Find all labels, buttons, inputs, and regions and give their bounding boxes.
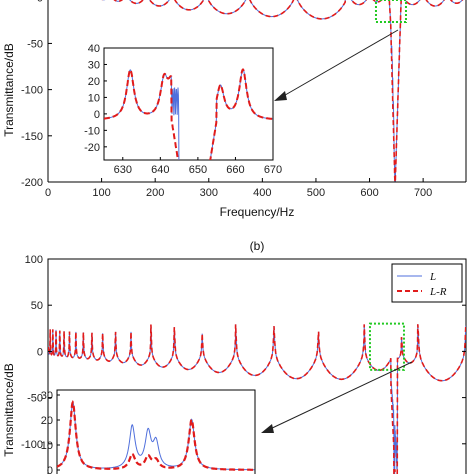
chart-a-inset-y-tick-label: -20 <box>84 142 100 154</box>
chart-b-inset-arrow <box>267 361 413 431</box>
chart-a-x-tick-label: 500 <box>307 187 325 199</box>
chart-a-y-tick-label: -50 <box>27 38 43 50</box>
chart-a-inset-y-tick-label: 10 <box>88 92 100 104</box>
chart-a-inset-x-tick-label: 640 <box>151 164 169 176</box>
chart-a-inset-frame <box>103 47 274 161</box>
chart-a-inset: 40 30 20 10 0 -10 -20 630 640 650 660 670 <box>84 43 282 176</box>
chart-b-inset-frame <box>56 389 256 474</box>
chart-a-x-tick-label: 200 <box>146 187 164 199</box>
chart-a-inset-x-tick-label: 660 <box>226 164 244 176</box>
chart-b-y-tick-label: -100 <box>21 439 43 451</box>
chart-a-x-tick-label: 0 <box>45 187 51 199</box>
chart-a-x-tick-label: 700 <box>414 187 432 199</box>
chart-a-inset-y-tick-label: 30 <box>88 59 100 71</box>
chart-a-series-lr-line <box>101 0 464 182</box>
chart-a-y-tick-label: -100 <box>21 85 43 97</box>
chart-a-inset-series-lr <box>104 68 273 160</box>
chart-a-y-ticks: -200 -150 -100 -50 0 <box>21 0 52 189</box>
chart-a-x-tick-label: 100 <box>92 187 110 199</box>
chart-b-inset-y-tick-label: 0 <box>47 465 53 474</box>
chart-b-y-tick-label: 0 <box>37 346 43 358</box>
chart-b-title: (b) <box>250 239 265 253</box>
chart-b-inset-y-tick-label: 30 <box>41 390 53 402</box>
chart-a-inset-arrowhead <box>274 91 287 101</box>
chart-a-x-axis-label: Frequency/Hz <box>220 205 295 219</box>
chart-b-inset-y-tick-label: 10 <box>41 440 53 452</box>
chart-b-legend-box <box>391 263 463 303</box>
chart-b-highlight-box <box>368 322 405 371</box>
chart-a-inset-arrow <box>279 29 399 99</box>
chart-b-series-lr-line <box>48 324 466 474</box>
chart-a-y-tick-label: -200 <box>21 177 43 189</box>
chart-a-inset-x-tick-label: 670 <box>264 164 282 176</box>
chart-b-inset-y-tick-label: 20 <box>41 415 53 427</box>
chart-a-inset-x-tick-label: 650 <box>189 164 207 176</box>
chart-a-x-tick-label: 600 <box>360 187 378 199</box>
chart-a-y-tick-label: -150 <box>21 131 43 143</box>
chart-b-frame <box>47 258 467 474</box>
chart-b-legend: L L-R <box>391 263 463 303</box>
chart-b-legend-label: L <box>429 271 436 283</box>
chart-a-inset-x-tick-label: 630 <box>114 164 132 176</box>
chart-a-inset-y-tick-label: 0 <box>94 109 100 121</box>
chart-a-x-tick-label: 400 <box>253 187 271 199</box>
chart-a-highlight-box <box>374 0 407 23</box>
chart-b-inset-arrowhead <box>261 424 274 433</box>
chart-a-plot-area: 40 30 20 10 0 -10 -20 630 640 650 660 670 <box>47 0 467 183</box>
chart-b-y-tick-label: -50 <box>27 393 43 405</box>
chart-b-y-axis-label: Transmittance/dB <box>2 363 16 457</box>
chart-b-plot-area: 30 20 10 0 <box>41 258 467 474</box>
chart-a-y-axis-label: Transmittance/dB <box>2 43 16 137</box>
chart-a-x-ticks: 0 100 200 300 400 500 600 700 <box>45 178 432 199</box>
chart-a-y-tick-label: 0 <box>37 0 43 4</box>
chart-a-inset-y-tick-label: 40 <box>88 43 100 55</box>
chart-b-y-tick-label: 50 <box>31 300 43 312</box>
chart-b-inset-series-lr <box>57 399 255 471</box>
chart-b-y-ticks: 100 50 0 -50 -100 <box>21 254 466 451</box>
chart-a-inset-y-tick-label: 20 <box>88 76 100 88</box>
chart-a-inset-y-tick-label: -10 <box>84 125 100 137</box>
chart-b-inset: 30 20 10 0 <box>41 389 256 474</box>
chart-a-x-tick-label: 300 <box>200 187 218 199</box>
chart-b-y-tick-label: 100 <box>25 254 43 266</box>
chart-b-legend-label: L-R <box>429 286 447 298</box>
